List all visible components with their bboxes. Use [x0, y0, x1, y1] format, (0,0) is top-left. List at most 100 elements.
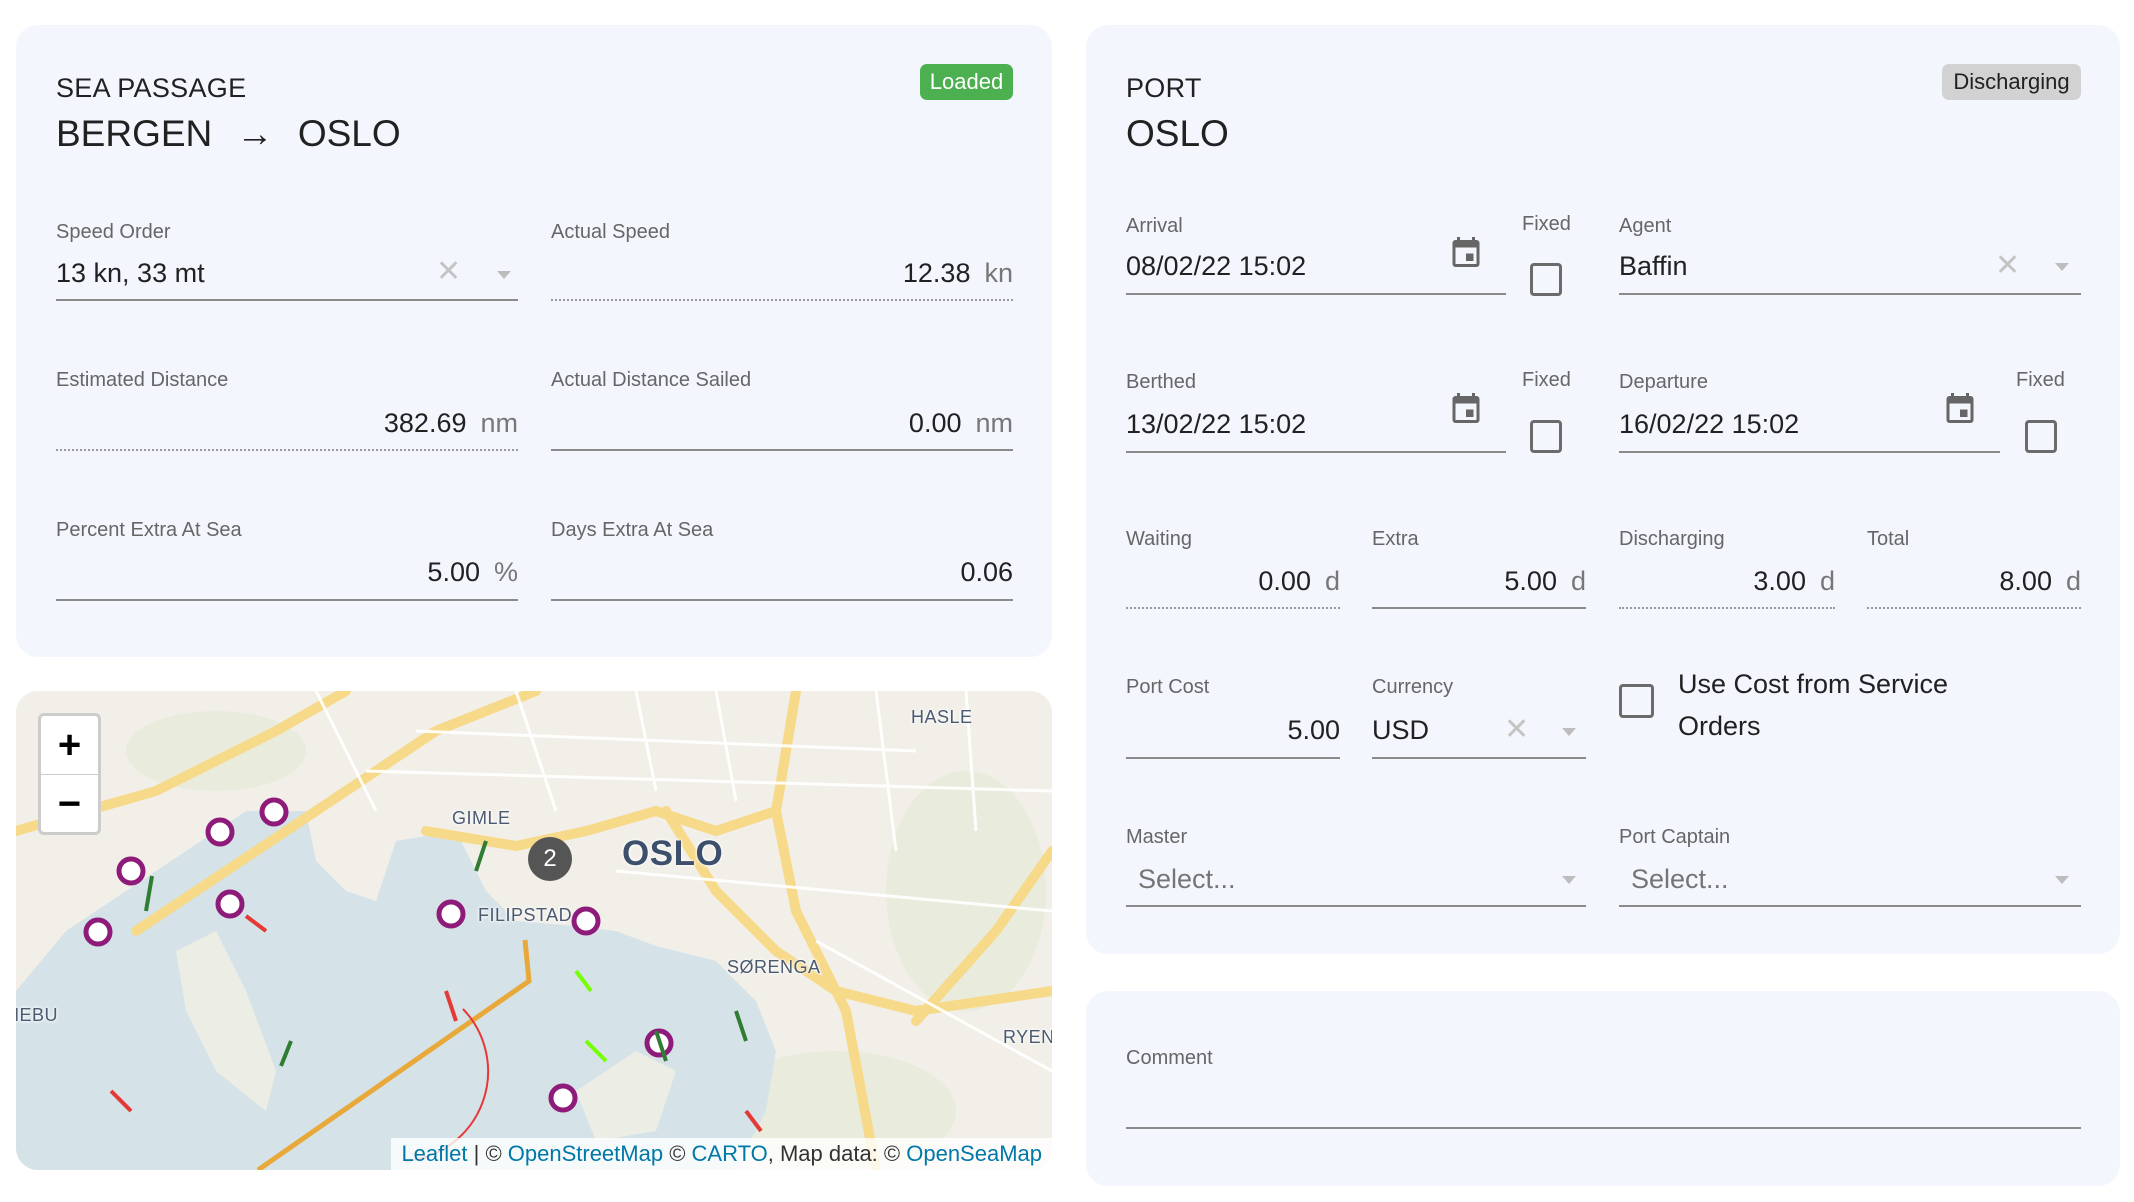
master-select[interactable]: Select... [1138, 864, 1236, 894]
agent-select[interactable]: Baffin [1619, 251, 1688, 281]
value-text: 5.00 [1504, 566, 1557, 596]
berthed-underline [1126, 451, 1506, 453]
unit: kn [984, 258, 1013, 288]
leaflet-link[interactable]: Leaflet [401, 1141, 468, 1166]
value-text: 0.00 [908, 408, 962, 438]
percent-extra-underline [56, 599, 518, 601]
map-label-sorenga: SØRENGA [727, 957, 821, 977]
actual-distance-label: Actual Distance Sailed [551, 369, 752, 391]
unit: % [493, 557, 518, 587]
use-cost-service-checkbox[interactable] [1619, 684, 1654, 718]
clear-icon[interactable]: ✕ [436, 255, 462, 288]
use-cost-service-label[interactable]: Use Cost from Service Orders [1678, 663, 1948, 747]
discharging-label: Discharging [1619, 528, 1725, 550]
openstreetmap-link[interactable]: OpenStreetMap [507, 1141, 664, 1166]
days-extra-underline [551, 599, 1013, 601]
port-captain-select[interactable]: Select... [1631, 864, 1729, 894]
chevron-down-icon[interactable] [1562, 876, 1576, 884]
master-label: Master [1126, 826, 1188, 848]
actual-speed-value: 12.38 kn [551, 258, 1013, 288]
route-line [256, 939, 532, 1170]
clear-icon[interactable]: ✕ [1995, 249, 2021, 282]
extra-input[interactable]: 5.00 d [1372, 566, 1586, 596]
extra-label: Extra [1372, 528, 1419, 550]
arrival-date-input[interactable]: 08/02/22 15:02 [1126, 251, 1307, 281]
estimated-distance-label: Estimated Distance [56, 369, 229, 391]
unit: d [1819, 566, 1835, 596]
calendar-icon[interactable] [1448, 233, 1484, 271]
arrow-right-icon: → [236, 113, 274, 154]
waiting-label: Waiting [1126, 528, 1192, 550]
departure-underline [1619, 451, 2000, 453]
berthed-fixed-checkbox[interactable] [1530, 420, 1562, 453]
route-to: OSLO [297, 113, 401, 154]
days-extra-label: Days Extra At Sea [551, 519, 714, 541]
calendar-icon[interactable] [1448, 389, 1484, 427]
speed-order-select[interactable]: 13 kn, 33 mt [56, 258, 205, 288]
comment-label: Comment [1126, 1047, 1213, 1069]
total-underline [1867, 607, 2081, 609]
map-tiles [16, 691, 1052, 1170]
port-cost-label: Port Cost [1126, 676, 1210, 698]
arrival-fixed-checkbox[interactable] [1530, 263, 1562, 296]
currency-label: Currency [1372, 676, 1454, 698]
days-extra-input[interactable]: 0.06 [960, 557, 1013, 587]
map-label-ryen: RYEN [1003, 1027, 1052, 1047]
port-cost-underline [1126, 757, 1340, 759]
actual-distance-input[interactable]: 0.00 nm [551, 408, 1013, 438]
port-cost-input[interactable]: 5.00 [1287, 715, 1340, 745]
map-label-gimle: GIMLE [452, 808, 511, 828]
speed-order-underline [56, 299, 518, 301]
unit: nm [480, 408, 518, 438]
comment-input[interactable] [1126, 1087, 2081, 1123]
value-text: 0.00 [1258, 566, 1311, 596]
route-map[interactable]: HASLE GIMLE OSLO FILIPSTAD SØRENGA RYEN … [16, 691, 1052, 1170]
port-card: PORT OSLO Discharging Arrival 08/02/22 1… [1086, 25, 2120, 954]
chevron-down-icon[interactable] [2055, 263, 2069, 271]
calendar-icon[interactable] [1942, 389, 1978, 427]
clear-icon[interactable]: ✕ [1504, 713, 1530, 746]
estimated-distance-underline [56, 449, 518, 451]
currency-select[interactable]: USD [1372, 715, 1430, 745]
zoom-out-button[interactable]: − [57, 781, 82, 826]
actual-speed-underline [551, 299, 1013, 301]
unit: d [1324, 566, 1340, 596]
speed-order-label: Speed Order [56, 221, 171, 243]
unit: d [2065, 566, 2081, 596]
percent-extra-label: Percent Extra At Sea [56, 519, 242, 541]
buoy-markers [109, 840, 763, 1133]
actual-speed-label: Actual Speed [551, 221, 670, 243]
zoom-in-button[interactable]: + [41, 716, 98, 775]
berthed-date-input[interactable]: 13/02/22 15:02 [1126, 409, 1307, 439]
value-text: 12.38 [902, 258, 971, 288]
actual-distance-underline [551, 449, 1013, 451]
map-label-filipstad: FILIPSTAD [478, 905, 573, 925]
marker-cluster[interactable]: 2 [528, 837, 572, 881]
unit: d [1570, 566, 1586, 596]
attribution-text: | © [467, 1141, 508, 1166]
sea-passage-card: SEA PASSAGE BERGEN → OSLO Loaded Speed O… [16, 25, 1052, 657]
map-label-oslo: OSLO [622, 834, 724, 873]
water [16, 811, 776, 1170]
value-text: 5.00 [427, 557, 480, 587]
extra-underline [1372, 607, 1586, 609]
map-label-hasle: HASLE [911, 707, 973, 727]
departure-fixed-checkbox[interactable] [2025, 420, 2057, 453]
map-attribution: Leaflet | © OpenStreetMap © CARTO, Map d… [391, 1138, 1052, 1170]
status-badge: Loaded [920, 64, 1013, 100]
attribution-text: © [663, 1141, 692, 1166]
departure-fixed-label: Fixed [2016, 369, 2065, 391]
percent-extra-input[interactable]: 5.00% [56, 557, 518, 587]
carto-link[interactable]: CARTO [691, 1141, 768, 1166]
agent-underline [1619, 293, 2081, 295]
chevron-down-icon[interactable] [2055, 876, 2069, 884]
discharging-underline [1619, 607, 1835, 609]
status-badge: Discharging [1942, 64, 2081, 100]
chevron-down-icon[interactable] [1562, 728, 1576, 736]
port-captain-label: Port Captain [1619, 826, 1731, 848]
departure-date-input[interactable]: 16/02/22 15:02 [1619, 409, 1800, 439]
chevron-down-icon[interactable] [497, 271, 511, 279]
port-name: OSLO [1126, 113, 1229, 154]
openseamap-link[interactable]: OpenSeaMap [906, 1141, 1042, 1166]
